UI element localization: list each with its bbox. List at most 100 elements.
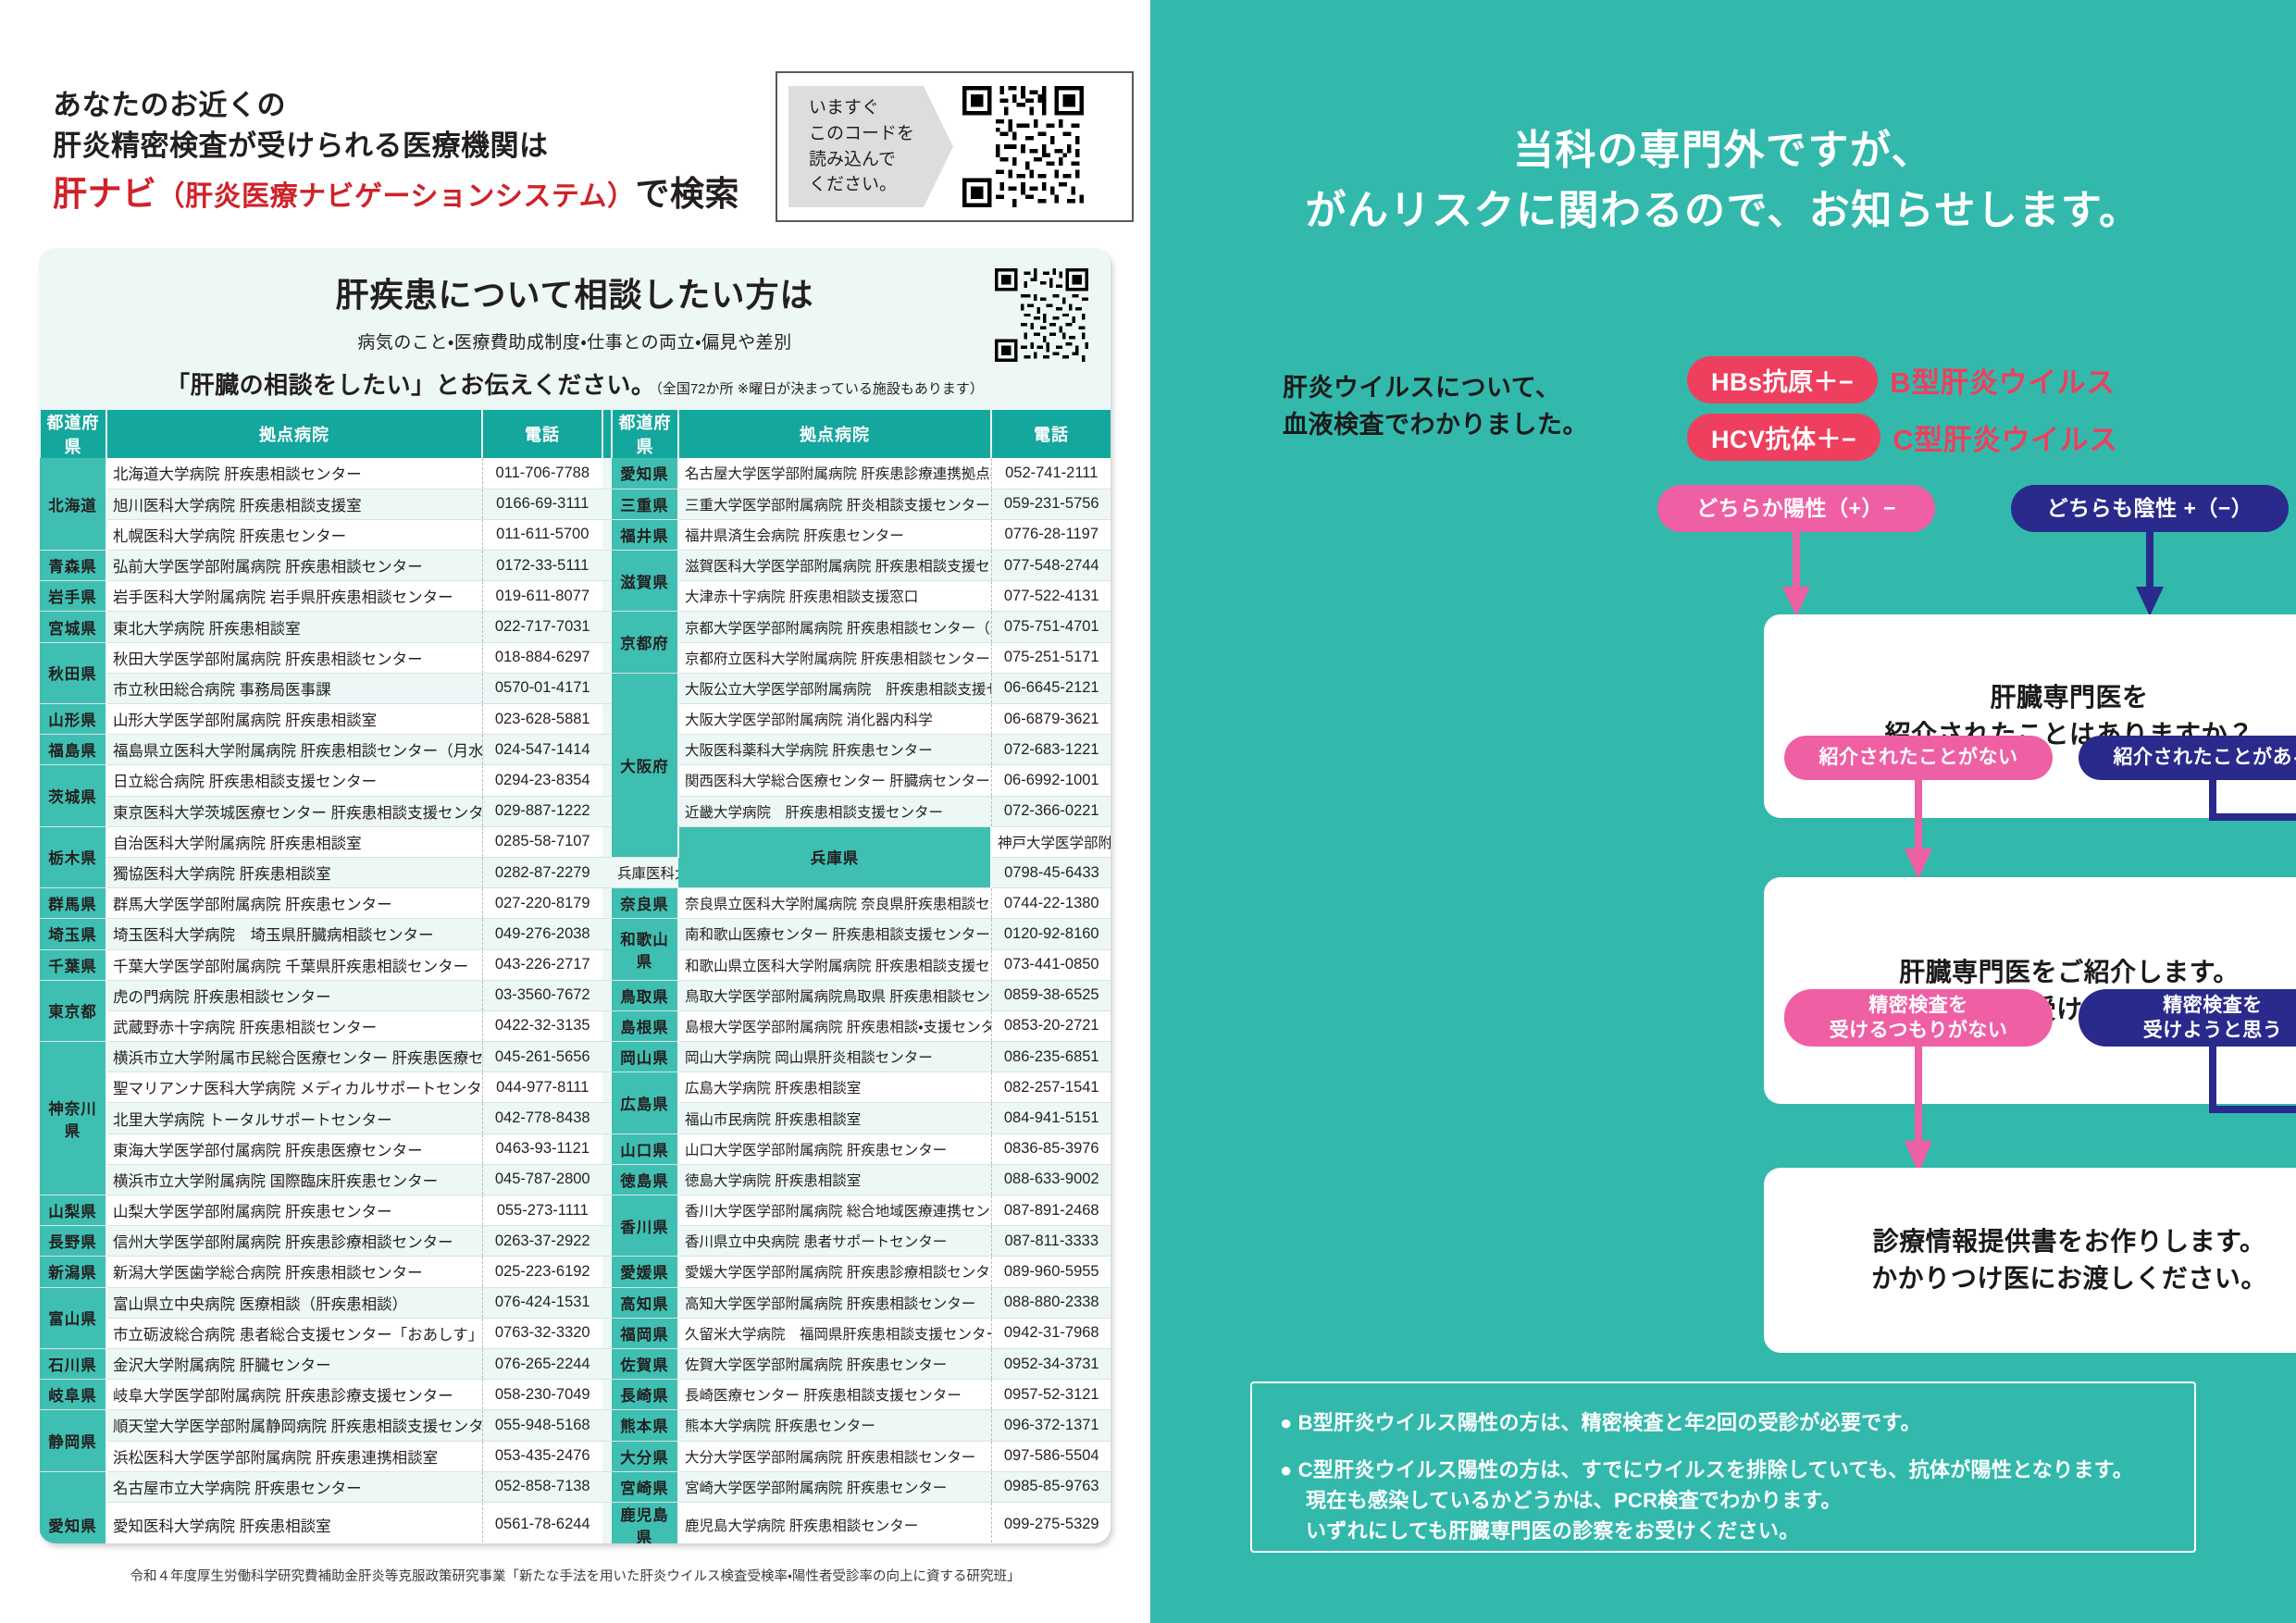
hcv-antibody-pill: HCV抗体＋−: [1687, 414, 1881, 461]
telephone-cell[interactable]: 052-741-2111: [990, 458, 1111, 489]
telephone-cell[interactable]: 075-751-4701: [990, 611, 1111, 643]
telephone-cell[interactable]: 055-948-5168: [481, 1409, 602, 1442]
telephone-cell[interactable]: 027-220-8179: [481, 887, 602, 920]
telephone-cell[interactable]: 0294-23-8354: [481, 764, 602, 797]
option-either-positive[interactable]: どちらか陽性（+）−: [1657, 485, 1935, 532]
option-will-take-exam[interactable]: 精密検査を 受けようと思う: [2079, 989, 2296, 1047]
telephone-cell[interactable]: 011-611-5700: [481, 519, 602, 551]
telephone-cell[interactable]: 055-273-1111: [481, 1195, 602, 1227]
telephone-cell[interactable]: 0859-38-6525: [990, 980, 1111, 1011]
telephone-cell[interactable]: 0463-93-1121: [481, 1134, 602, 1165]
column-gap: [602, 887, 612, 920]
telephone-cell[interactable]: 011-706-7788: [481, 458, 602, 489]
telephone-cell[interactable]: 0942-31-7968: [990, 1318, 1111, 1349]
hospital-cell: 福山市民病院 肝疾患相談室: [678, 1102, 991, 1134]
telephone-cell[interactable]: 0744-22-1380: [990, 887, 1111, 920]
option-both-negative[interactable]: どちらも陰性 +（−）: [2011, 485, 2289, 532]
telephone-cell[interactable]: 049-276-2038: [481, 918, 602, 950]
telephone-cell[interactable]: 077-522-4131: [990, 580, 1111, 613]
column-gap: [602, 489, 612, 520]
telephone-cell[interactable]: 072-683-1221: [990, 734, 1111, 766]
telephone-cell[interactable]: 087-891-2468: [990, 1195, 1111, 1227]
hospital-cell: 弘前大学医学部附属病院 肝疾患相談センター: [106, 550, 482, 582]
table-row: 東海大学医学部付属病院 肝疾患医療センター 0463-93-1121 山口県 山口大学…: [40, 1134, 1111, 1165]
telephone-cell[interactable]: 053-435-2476: [481, 1441, 602, 1472]
telephone-cell[interactable]: 024-547-1414: [481, 734, 602, 766]
telephone-cell[interactable]: 0836-85-3976: [990, 1134, 1111, 1165]
telephone-cell[interactable]: 073-441-0850: [990, 949, 1111, 981]
hospital-cell: 熊本大学病院 肝疾患センター: [678, 1409, 991, 1442]
hospital-cell: 秋田大学医学部附属病院 肝疾患相談センター: [106, 642, 482, 674]
prefecture-cell: 栃木県: [40, 826, 107, 889]
telephone-cell[interactable]: 0561-78-6244: [481, 1502, 602, 1543]
telephone-cell[interactable]: 089-960-5955: [990, 1256, 1111, 1288]
telephone-cell[interactable]: 0120-92-8160: [990, 918, 1111, 950]
telephone-cell[interactable]: 06-6992-1001: [990, 764, 1111, 797]
telephone-cell[interactable]: 022-717-7031: [481, 611, 602, 643]
telephone-cell[interactable]: 077-548-2744: [990, 550, 1111, 582]
telephone-cell[interactable]: 0798-45-6433: [990, 857, 1111, 889]
telephone-cell[interactable]: 044-977-8111: [481, 1072, 602, 1104]
telephone-cell[interactable]: 043-226-2717: [481, 949, 602, 981]
telephone-cell[interactable]: 0282-87-2279: [481, 857, 602, 889]
telephone-cell[interactable]: 045-261-5656: [481, 1041, 602, 1073]
prefecture-cell: 高知県: [612, 1287, 679, 1319]
option-will-not-take-exam[interactable]: 精密検査を 受けるつもりがない: [1784, 989, 2053, 1047]
telephone-cell[interactable]: 052-858-7138: [481, 1471, 602, 1503]
telephone-cell[interactable]: 06-6645-2121: [990, 673, 1111, 705]
telephone-cell[interactable]: 029-887-1222: [481, 796, 602, 827]
telephone-cell[interactable]: 0285-58-7107: [481, 826, 602, 858]
intro-line-1: 肝炎ウイルスについて、: [1283, 374, 1561, 402]
telephone-cell[interactable]: 0952-34-3731: [990, 1348, 1111, 1381]
telephone-cell[interactable]: 042-778-8438: [481, 1102, 602, 1134]
telephone-cell[interactable]: 018-884-6297: [481, 642, 602, 674]
telephone-cell[interactable]: 0263-37-2922: [481, 1225, 602, 1258]
notes-box: ● B型肝炎ウイルス陽性の方は、精密検査と年2回の受診が必要です。 ● C型肝炎ウイ…: [1250, 1381, 2196, 1553]
telephone-cell[interactable]: 0853-20-2721: [990, 1010, 1111, 1043]
telephone-cell[interactable]: 097-586-5504: [990, 1441, 1111, 1472]
telephone-cell[interactable]: 0422-32-3135: [481, 1010, 602, 1043]
telephone-cell[interactable]: 023-628-5881: [481, 703, 602, 736]
telephone-cell[interactable]: 03-3560-7672: [481, 980, 602, 1011]
telephone-cell[interactable]: 019-611-8077: [481, 580, 602, 613]
table-row: 福島県 福島県立医科大学附属病院 肝疾患相談センター（月水） 024-547-141…: [40, 734, 1111, 766]
option-never-referred[interactable]: 紹介されたことがない: [1784, 736, 2053, 780]
table-row: 旭川医科大学病院 肝疾患相談支援室 0166-69-3111 三重県 三重大学医学部附…: [40, 489, 1111, 520]
telephone-cell[interactable]: 06-6879-3621: [990, 703, 1111, 736]
option-been-referred[interactable]: 紹介されたことがある: [2079, 736, 2296, 780]
telephone-cell[interactable]: 0166-69-3111: [481, 489, 602, 520]
right-panel: 当科の専門外ですが、 がんリスクに関わるので、お知らせします。 肝炎ウイルスにつ…: [1150, 0, 2296, 1623]
telephone-cell[interactable]: 059-231-5756: [990, 489, 1111, 520]
telephone-cell[interactable]: 0570-01-4171: [481, 673, 602, 705]
telephone-cell[interactable]: 058-230-7049: [481, 1379, 602, 1411]
table-row: 東京都 虎の門病院 肝疾患相談センター 03-3560-7672 鳥取県 鳥取大学医学部…: [40, 980, 1111, 1043]
telephone-cell[interactable]: 045-787-2800: [481, 1164, 602, 1196]
telephone-cell[interactable]: 0776-28-1197: [990, 519, 1111, 551]
telephone-cell[interactable]: 082-257-1541: [990, 1072, 1111, 1104]
telephone-cell[interactable]: 096-372-1371: [990, 1409, 1111, 1442]
telephone-cell[interactable]: 0763-32-3320: [481, 1318, 602, 1349]
note-sub: いずれにしても肝臓専門医の診察をお受けください。: [1306, 1519, 1800, 1542]
col-gap: [602, 410, 613, 458]
telephone-cell[interactable]: 0985-85-9763: [990, 1471, 1111, 1503]
telephone-cell[interactable]: 0957-52-3121: [990, 1379, 1111, 1411]
telephone-cell[interactable]: 025-223-6192: [481, 1256, 602, 1288]
prefecture-cell: 福井県: [612, 519, 679, 551]
hospital-cell: 名古屋大学医学部附属病院 肝疾患診療連携拠点病院: [678, 458, 991, 489]
telephone-cell[interactable]: 088-633-9002: [990, 1164, 1111, 1196]
telephone-cell[interactable]: 075-251-5171: [990, 642, 1111, 674]
col-pref-right: 都道府県: [611, 410, 679, 458]
telephone-cell[interactable]: 088-880-2338: [990, 1287, 1111, 1319]
telephone-cell[interactable]: 076-265-2244: [481, 1348, 602, 1381]
hospital-cell: 千葉大学医学部附属病院 千葉県肝疾患相談センター: [106, 949, 482, 981]
telephone-cell[interactable]: 084-941-5151: [990, 1102, 1111, 1134]
telephone-cell[interactable]: 087-811-3333: [990, 1225, 1111, 1258]
telephone-cell[interactable]: 072-366-0221: [990, 796, 1111, 827]
telephone-cell[interactable]: 0172-33-5111: [481, 550, 602, 582]
table-row: 群馬県 群馬大学医学部附属病院 肝疾患センター 027-220-8179 奈良県 奈良県…: [40, 887, 1111, 920]
telephone-cell[interactable]: 099-275-5329: [990, 1502, 1111, 1543]
telephone-cell[interactable]: 086-235-6851: [990, 1041, 1111, 1073]
telephone-cell[interactable]: 076-424-1531: [481, 1287, 602, 1319]
prefecture-cell: 福島県: [40, 734, 107, 766]
hospital-cell: 鳥取大学医学部附属病院鳥取県 肝疾患相談センター: [678, 980, 991, 1011]
